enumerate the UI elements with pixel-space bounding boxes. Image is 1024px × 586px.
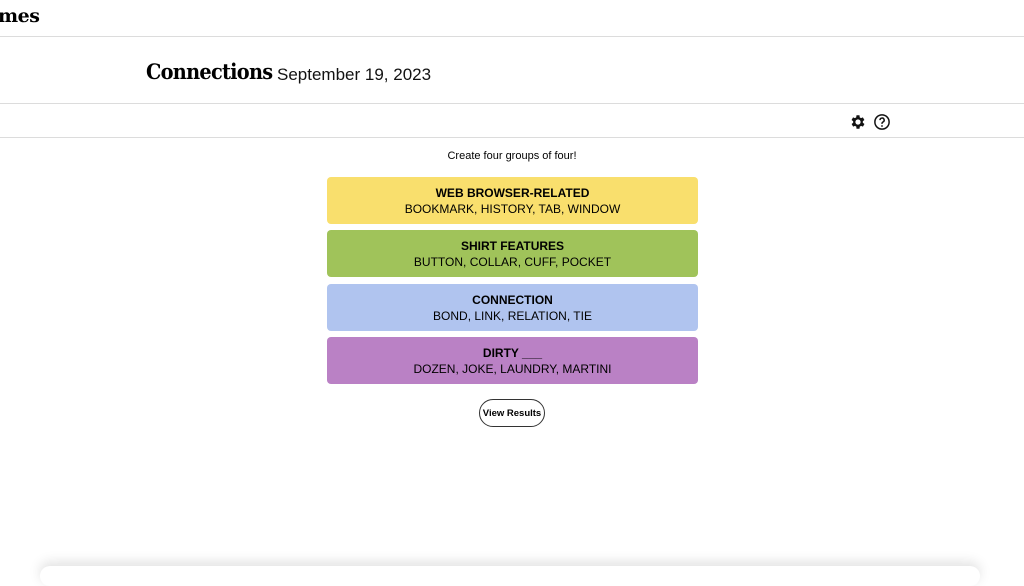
top-bar: mes (0, 0, 1024, 37)
solved-group: CONNECTION BOND, LINK, RELATION, TIE (327, 284, 698, 331)
instructions: Create four groups of four! (447, 150, 577, 162)
view-results-button[interactable]: View Results (479, 399, 545, 427)
help-icon[interactable] (873, 113, 891, 131)
toolbar (0, 104, 1024, 138)
bottom-panel-edge (40, 566, 980, 586)
group-words: BUTTON, COLLAR, CUFF, POCKET (413, 255, 612, 269)
group-category: SHIRT FEATURES (460, 239, 565, 253)
group-category: WEB BROWSER-RELATED (435, 186, 590, 200)
gear-icon[interactable] (849, 113, 867, 131)
group-category: CONNECTION (472, 293, 553, 307)
games-logo[interactable]: mes (0, 5, 40, 27)
puzzle-date: September 19, 2023 (277, 65, 432, 84)
title-bar: Connections September 19, 2023 (0, 37, 1024, 104)
group-category: DIRTY ___ (482, 346, 543, 360)
solved-group: DIRTY ___ DOZEN, JOKE, LAUNDRY, MARTINI (327, 337, 698, 384)
page-title: Connections (146, 59, 273, 84)
solved-group: WEB BROWSER-RELATED BOOKMARK, HISTORY, T… (327, 177, 698, 224)
group-words: BOOKMARK, HISTORY, TAB, WINDOW (404, 202, 621, 216)
solved-group: SHIRT FEATURES BUTTON, COLLAR, CUFF, POC… (327, 230, 698, 277)
group-words: BOND, LINK, RELATION, TIE (433, 309, 592, 323)
group-words: DOZEN, JOKE, LAUNDRY, MARTINI (413, 362, 612, 376)
